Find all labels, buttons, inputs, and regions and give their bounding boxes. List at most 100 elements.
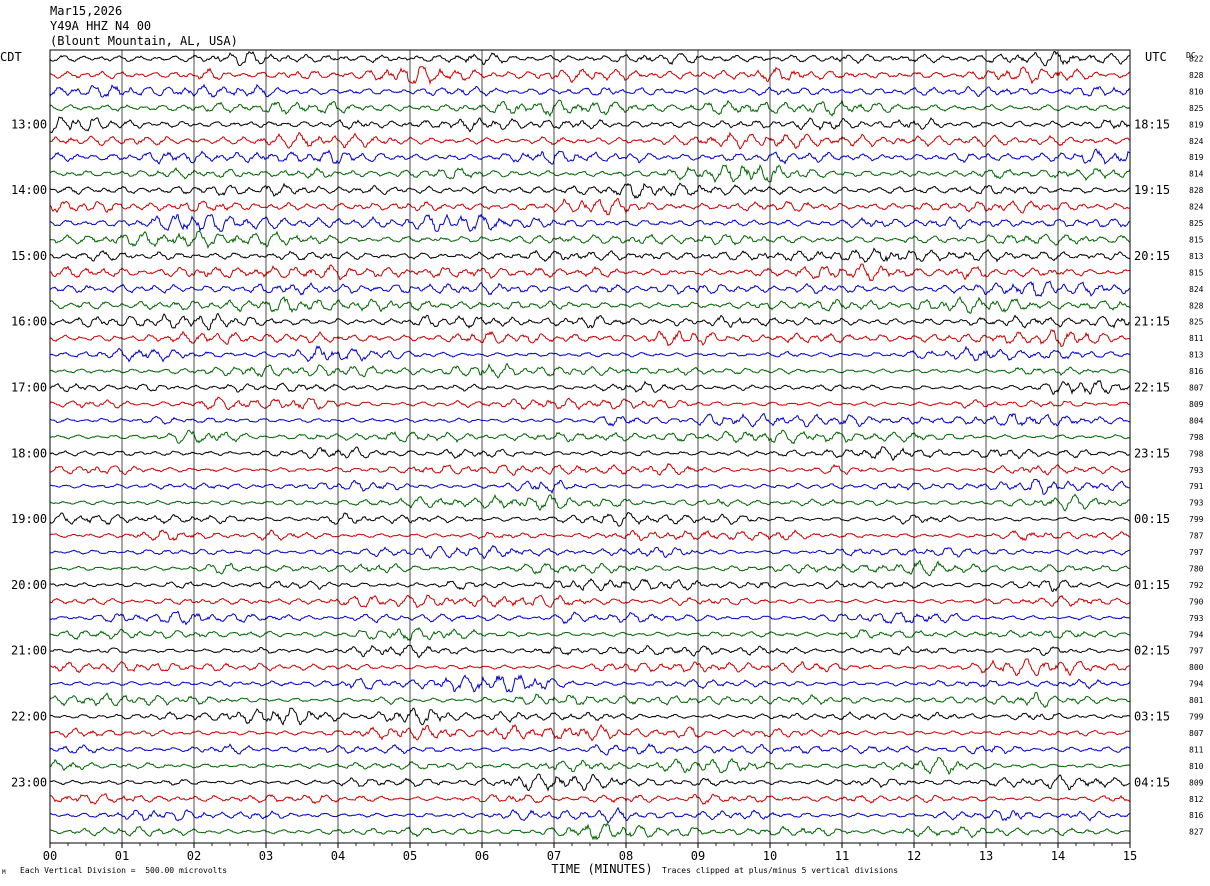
dc-offset-label: 824 <box>1189 285 1204 294</box>
left-hour-label: 13:00 <box>11 117 47 131</box>
vertical-division-note: Each Vertical Division = 500.00 microvol… <box>20 866 228 875</box>
grid-layer <box>49 49 1131 848</box>
x-tick-label: 12 <box>907 849 921 863</box>
corner-mark: M <box>2 869 6 876</box>
x-axis-label: TIME (MINUTES) <box>551 862 652 876</box>
dc-offset-label: 793 <box>1189 614 1204 623</box>
seismic-trace <box>49 280 1131 298</box>
x-tick-label: 09 <box>691 849 705 863</box>
dc-offset-label: 797 <box>1189 548 1204 557</box>
x-tick-label: 03 <box>259 849 273 863</box>
seismic-trace <box>49 182 1131 200</box>
seismic-trace <box>49 312 1131 331</box>
dc-offset-label: 807 <box>1189 729 1204 738</box>
dc-offset-label: 794 <box>1189 680 1204 689</box>
dc-offset-label: 807 <box>1189 384 1204 393</box>
dc-offset-label: 792 <box>1189 581 1204 590</box>
seismic-trace <box>49 559 1131 577</box>
x-tick-label: 02 <box>187 849 201 863</box>
seismic-trace <box>49 707 1131 726</box>
right-hour-label: 03:15 <box>1134 710 1170 724</box>
seismic-trace <box>49 362 1131 379</box>
station-code: Y49A HHZ N4 00 <box>50 19 152 33</box>
left-hour-label: 15:00 <box>11 249 47 263</box>
dc-offset-label: 804 <box>1189 416 1204 425</box>
seismic-trace <box>49 644 1131 659</box>
dc-offset-label: 794 <box>1189 630 1204 639</box>
dc-offset-label: 809 <box>1189 778 1204 787</box>
plot-frame <box>49 49 1131 844</box>
seismic-trace <box>49 329 1131 347</box>
dc-offset-label: 828 <box>1189 186 1204 195</box>
dc-offset-label: 780 <box>1189 564 1204 573</box>
seismic-trace <box>49 429 1131 445</box>
dc-offset-label: 815 <box>1189 235 1204 244</box>
seismic-trace <box>49 247 1131 263</box>
seismic-trace <box>49 164 1131 184</box>
seismic-trace <box>49 131 1131 150</box>
right-hour-label: 21:15 <box>1134 315 1170 329</box>
dc-offset-label: 813 <box>1189 351 1204 360</box>
dc-offset-label: 819 <box>1189 153 1204 162</box>
seismic-trace <box>49 463 1131 477</box>
x-tick-label: 08 <box>619 849 633 863</box>
seismic-trace <box>49 529 1131 542</box>
dc-offset-label: 798 <box>1189 433 1204 442</box>
seismic-trace <box>49 806 1131 825</box>
x-tick-label: 11 <box>835 849 849 863</box>
trace-layer <box>49 50 1131 841</box>
dc-offset-label: 810 <box>1189 87 1204 96</box>
seismic-trace <box>49 658 1131 677</box>
seismic-trace <box>49 493 1131 512</box>
seismic-trace <box>49 83 1131 98</box>
seismic-trace <box>49 577 1131 593</box>
left-timezone: CDT <box>0 50 22 64</box>
dc-offset-label: 824 <box>1189 203 1204 212</box>
dc-offset-label: 809 <box>1189 400 1204 409</box>
left-hour-label: 22:00 <box>11 710 47 724</box>
x-tick-label: 00 <box>43 849 57 863</box>
dc-offset-label: 799 <box>1189 515 1204 524</box>
seismic-trace <box>49 544 1131 560</box>
x-tick-label: 05 <box>403 849 417 863</box>
seismic-trace <box>49 512 1131 527</box>
dc-offset-label: 819 <box>1189 120 1204 129</box>
dc-offset-label: 828 <box>1189 301 1204 310</box>
clipping-note: Traces clipped at plus/minus 5 vertical … <box>662 866 899 875</box>
seismic-trace <box>49 396 1131 411</box>
seismic-trace <box>49 197 1131 216</box>
dc-offset-label: 816 <box>1189 367 1204 376</box>
left-hour-label: 20:00 <box>11 578 47 592</box>
x-tick-label: 15 <box>1123 849 1137 863</box>
left-hour-label: 16:00 <box>11 315 47 329</box>
seismic-trace <box>49 213 1131 233</box>
dc-offset-label: 801 <box>1189 696 1204 705</box>
seismic-trace <box>49 148 1131 165</box>
label-layer: 00 01 02 03 04 05 06 07 08 09 10 11 12 13 14 15 TIME (MI… <box>0 50 1204 876</box>
seismic-trace <box>49 742 1131 756</box>
dc-header: DC <box>1186 51 1196 60</box>
left-hour-label: 14:00 <box>11 183 47 197</box>
left-hour-label: 17:00 <box>11 381 47 395</box>
dc-offset-label: 815 <box>1189 268 1204 277</box>
seismic-trace <box>49 793 1131 805</box>
x-tick-label: 06 <box>475 849 489 863</box>
right-hour-label: 19:15 <box>1134 183 1170 197</box>
seismic-trace <box>49 773 1131 792</box>
dc-offset-label: 827 <box>1189 828 1204 837</box>
seismic-trace <box>49 99 1131 118</box>
x-tick-label: 04 <box>331 849 345 863</box>
dc-offset-label: 811 <box>1189 745 1204 754</box>
seismic-trace <box>49 412 1131 428</box>
dc-offset-label: 813 <box>1189 252 1204 261</box>
seismic-trace <box>49 594 1131 609</box>
seismic-trace <box>49 230 1131 250</box>
x-tick-label: 10 <box>763 849 777 863</box>
seismic-trace <box>49 823 1131 841</box>
dc-offset-label: 810 <box>1189 762 1204 771</box>
dc-offset-label: 799 <box>1189 713 1204 722</box>
left-hour-label: 19:00 <box>11 512 47 526</box>
right-hour-label: 22:15 <box>1134 381 1170 395</box>
x-tick-label: 14 <box>1051 849 1065 863</box>
